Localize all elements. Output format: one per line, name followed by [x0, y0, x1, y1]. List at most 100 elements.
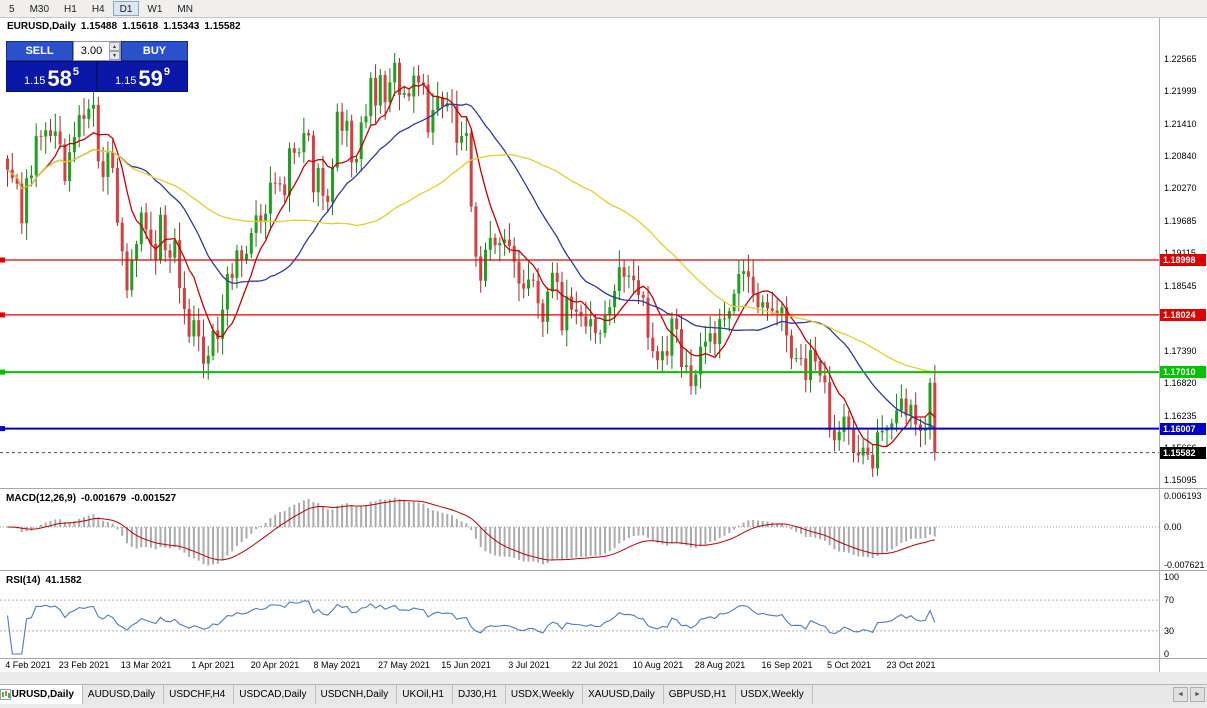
buy-button[interactable]: BUY	[121, 41, 188, 61]
price-axis-label: 1.21410	[1164, 119, 1197, 129]
timeframe-button-h1[interactable]: H1	[57, 1, 84, 16]
tab-label: USDCHF,H4	[169, 689, 226, 700]
macd-axis-label: -0.007621	[1164, 560, 1205, 570]
ohlc-low: 1.15343	[163, 21, 200, 32]
sell-button[interactable]: SELL	[6, 41, 73, 61]
tab-audusd-daily[interactable]: AUDUSD,Daily	[0, 685, 165, 704]
rsi-pane-canvas[interactable]	[0, 572, 1160, 658]
tab-usdcnh-daily[interactable]: USDCNH,Daily	[0, 685, 398, 704]
timeframe-button-m30[interactable]: M30	[23, 1, 56, 16]
level-line-anchor[interactable]	[0, 369, 5, 375]
macd-indicator-title: MACD(12,26,9) -0.001679 -0.001527	[6, 493, 181, 504]
date-axis-label: 27 May 2021	[377, 660, 431, 670]
timeframe-button-h4[interactable]: H4	[85, 1, 112, 16]
sell-price-big: 58	[47, 66, 72, 91]
price-axis-separator	[1159, 18, 1160, 672]
tab-usdx-weekly[interactable]: USDX,Weekly	[0, 685, 584, 704]
tab-label: GBPUSD,H1	[668, 689, 727, 700]
tab-label: USDCNH,Daily	[320, 689, 389, 700]
sell-price-sup: 5	[72, 66, 80, 78]
price-axis-label: 1.20840	[1164, 151, 1197, 161]
tab-eurusd-daily[interactable]: EURUSD,Daily	[0, 685, 83, 704]
tab-usdx-weekly[interactable]: USDX,Weekly	[0, 685, 813, 704]
lot-size-field[interactable]: 3.00 ▲ ▼	[73, 41, 121, 61]
price-axis-label: 1.17390	[1164, 346, 1197, 356]
price-level-tag: 1.15582	[1160, 447, 1206, 459]
rsi-value: 41.1582	[45, 575, 82, 586]
tab-usdchf-h4[interactable]: USDCHF,H4	[0, 685, 235, 704]
date-axis-label: 20 Apr 2021	[250, 660, 300, 670]
buy-price-display[interactable]: 1.15 59 9	[97, 61, 188, 92]
macd-pane-canvas[interactable]	[0, 490, 1160, 570]
timeframe-button-mn[interactable]: MN	[170, 1, 200, 16]
moving-average-mid	[7, 103, 936, 429]
rsi-name: RSI(14)	[6, 575, 41, 586]
rsi-line	[6, 600, 936, 655]
date-axis-label: 22 Jul 2021	[571, 660, 619, 670]
ohlc-high: 1.15618	[122, 21, 159, 32]
price-level-tag: 1.17010	[1160, 366, 1206, 378]
buy-price-big: 59	[138, 66, 163, 91]
macd-signal-line	[7, 499, 935, 561]
timeframe-button-d1[interactable]: D1	[112, 1, 140, 16]
date-axis-label: 10 Aug 2021	[632, 660, 684, 670]
price-axis-label: 1.19685	[1164, 216, 1197, 226]
level-line-anchor[interactable]	[0, 312, 5, 318]
date-axis-label: 13 Mar 2021	[120, 660, 172, 670]
price-axis-label: 1.21999	[1164, 86, 1197, 96]
rsi-axis-label: 0	[1164, 649, 1170, 659]
timeframe-button-w1[interactable]: W1	[140, 1, 169, 16]
buy-price-sup: 9	[163, 66, 171, 78]
tab-ukoil-h1[interactable]: UKOil,H1	[0, 685, 453, 704]
tab-gbpusd-h1[interactable]: GBPUSD,H1	[0, 685, 736, 704]
rsi-indicator-title: RSI(14) 41.1582	[6, 575, 87, 586]
buy-price-base: 1.15	[114, 75, 137, 87]
date-axis-label: 23 Oct 2021	[886, 660, 936, 670]
moving-average-fast	[7, 83, 936, 448]
price-axis-label: 1.20270	[1164, 183, 1197, 193]
date-axis-label: 1 Apr 2021	[191, 660, 235, 670]
pane-splitter[interactable]	[0, 488, 1207, 489]
tab-scroll-right-button[interactable]: ►	[1190, 687, 1205, 702]
sell-price-display[interactable]: 1.15 58 5	[6, 61, 97, 92]
pane-splitter	[0, 658, 1207, 659]
macd-name: MACD(12,26,9)	[6, 493, 77, 504]
price-chart-canvas[interactable]	[0, 18, 1160, 488]
price-level-tag: 1.18024	[1160, 309, 1206, 321]
price-axis-label: 1.16235	[1164, 411, 1197, 421]
one-click-trading-panel: SELL 3.00 ▲ ▼ BUY 1.15 58 5 1.15 59 9	[6, 41, 188, 92]
tab-scroll-left-button[interactable]: ◄	[1173, 687, 1188, 702]
rsi-axis-label: 30	[1164, 626, 1175, 636]
chart-ohlc-title: EURUSD,Daily 1.15488 1.15618 1.15343 1.15582	[7, 21, 246, 32]
macd-main-value: -0.001679	[81, 493, 127, 504]
moving-average-slow	[7, 148, 936, 375]
tab-dj30-h1[interactable]: DJ30,H1	[0, 685, 506, 704]
tab-label: USDX,Weekly	[510, 689, 575, 700]
tab-label: UKOil,H1	[402, 689, 444, 700]
date-axis-label: 8 May 2021	[313, 660, 361, 670]
tab-label: USDX,Weekly	[740, 689, 804, 700]
chart-tab-bar: EURUSD,Daily AUDUSD,Daily USDCHF,H4 USDCAD,…	[0, 684, 1207, 704]
price-axis-label: 1.19115	[1164, 248, 1196, 258]
ohlc-open: 1.15488	[80, 21, 118, 32]
tab-xauusd-daily[interactable]: XAUUSD,Daily	[0, 685, 664, 704]
price-axis-label: 1.16820	[1164, 378, 1197, 388]
date-axis-label: 3 Jul 2021	[508, 660, 550, 670]
lot-decrease-button[interactable]: ▼	[109, 51, 120, 60]
macd-histogram	[6, 497, 936, 566]
price-level-tag: 1.18998	[1160, 254, 1206, 266]
tab-label: USDCAD,Daily	[239, 689, 307, 700]
level-line-anchor[interactable]	[0, 426, 5, 432]
macd-signal-value: -0.001527	[131, 493, 177, 504]
timeframe-button-5[interactable]: 5	[2, 1, 22, 16]
price-axis-label: 1.18545	[1164, 281, 1197, 291]
level-line-anchor[interactable]	[0, 257, 5, 263]
lot-increase-button[interactable]: ▲	[109, 42, 120, 51]
pane-splitter[interactable]	[0, 570, 1207, 571]
macd-axis-label: 0.00	[1164, 522, 1182, 532]
price-level-tag: 1.16007	[1160, 423, 1206, 435]
chart-icon	[0, 689, 11, 700]
ohlc-close: 1.15582	[204, 21, 241, 32]
tab-label: XAUUSD,Daily	[588, 689, 655, 700]
tab-usdcad-daily[interactable]: USDCAD,Daily	[0, 685, 316, 704]
